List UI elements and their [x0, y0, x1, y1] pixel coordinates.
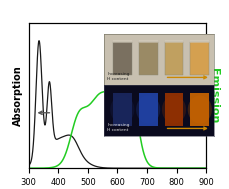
Bar: [113, 42, 132, 75]
Bar: [139, 40, 158, 43]
Ellipse shape: [136, 95, 160, 124]
Bar: [165, 40, 183, 43]
Bar: [191, 93, 209, 126]
Bar: [113, 93, 132, 126]
Y-axis label: Absorption: Absorption: [13, 65, 23, 126]
Bar: [165, 42, 183, 75]
Bar: [191, 42, 209, 75]
Bar: [165, 93, 183, 126]
Ellipse shape: [188, 95, 212, 124]
Ellipse shape: [110, 95, 134, 124]
Bar: [113, 40, 132, 43]
Bar: [139, 93, 158, 126]
Bar: [139, 42, 158, 75]
Ellipse shape: [162, 95, 186, 124]
Y-axis label: Emission: Emission: [209, 68, 219, 123]
Bar: [191, 40, 209, 43]
Text: Increasing
H content: Increasing H content: [107, 123, 130, 132]
Text: Increasing
H content: Increasing H content: [107, 72, 130, 81]
